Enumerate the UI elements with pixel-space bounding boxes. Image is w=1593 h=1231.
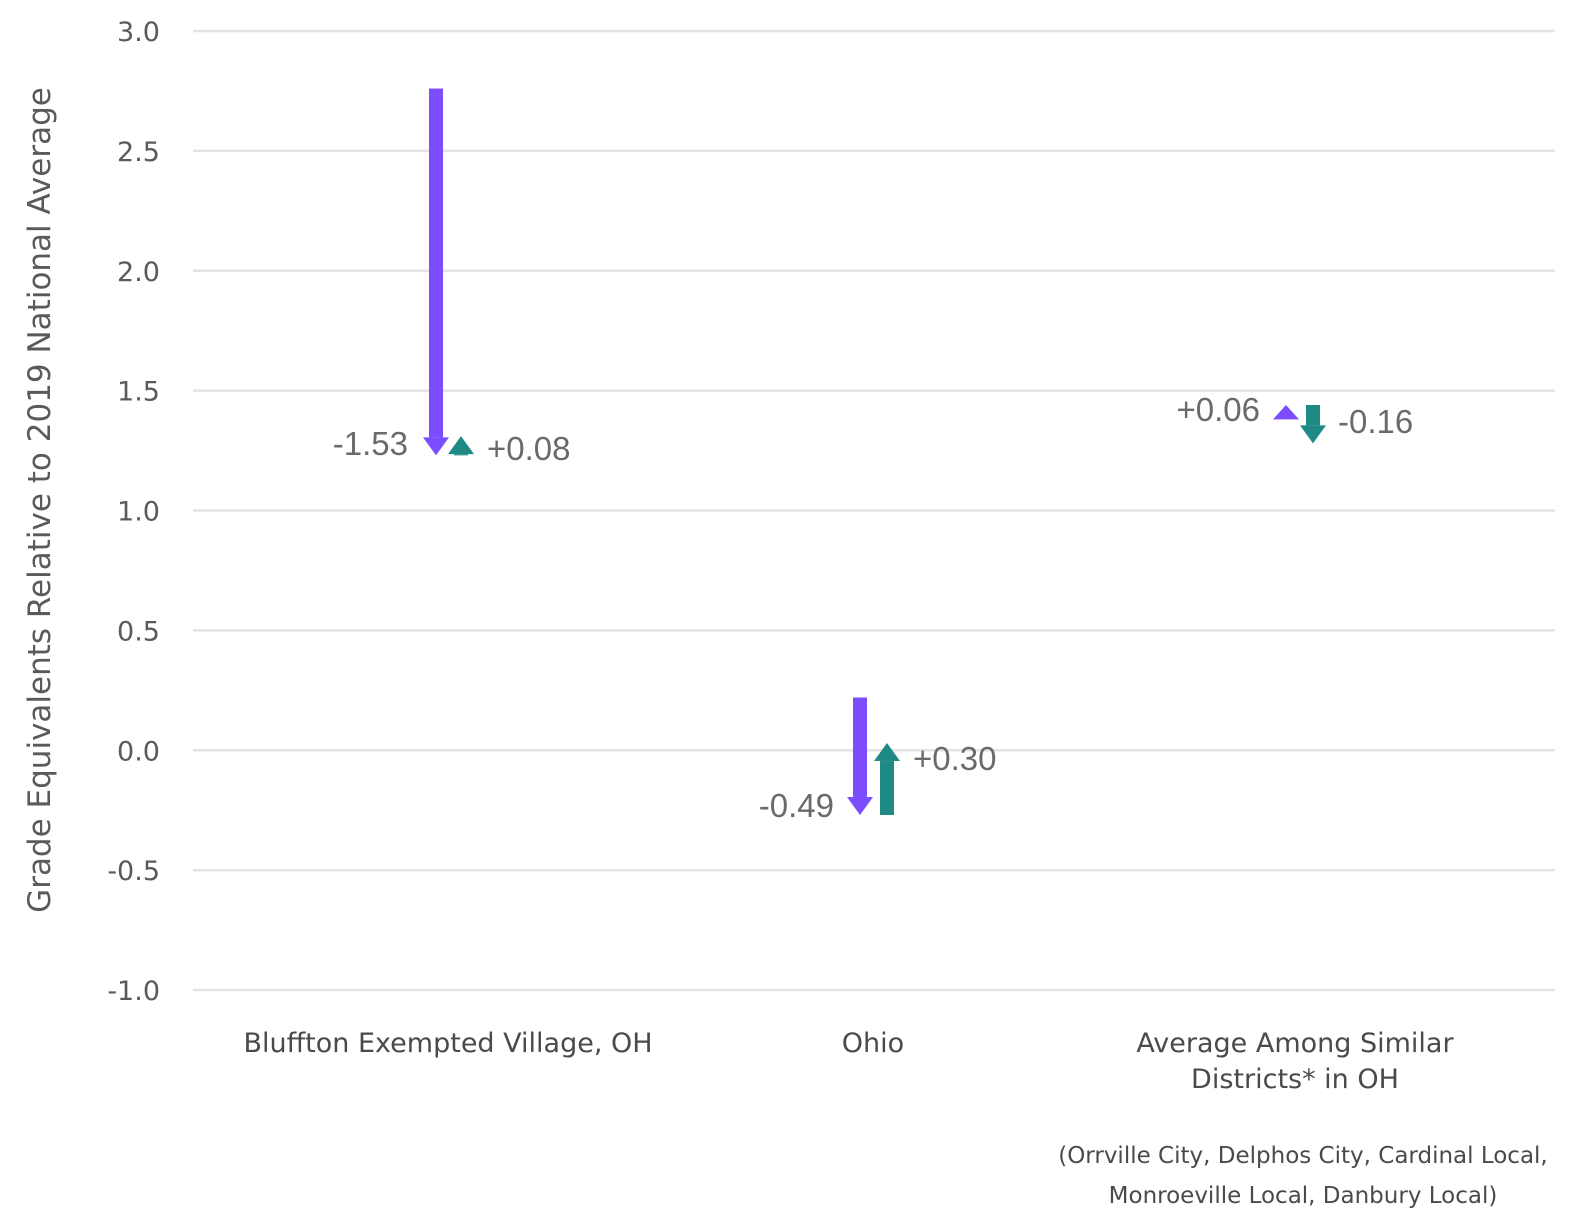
y-axis-ticks: 3.0 2.5 2.0 1.5 1.0 0.5 0.0 -0.5 -1.0 — [107, 17, 160, 1007]
similar-districts-note: (Orrville City, Delphos City, Cardinal L… — [1058, 1143, 1548, 1209]
arrow-shaft — [1306, 405, 1320, 426]
category-label: Ohio — [842, 1028, 904, 1059]
arrow-shaft — [853, 697, 867, 797]
y-tick-label: 1.5 — [117, 377, 160, 408]
change-label: +0.06 — [1177, 391, 1261, 428]
y-tick-label: 0.5 — [117, 616, 160, 647]
down-arrow — [423, 88, 449, 456]
change-label: +0.08 — [487, 430, 571, 467]
category-label: Districts* in OH — [1191, 1064, 1399, 1095]
arrow-head — [1273, 405, 1299, 420]
up-arrow — [1273, 405, 1299, 420]
up-arrow — [448, 436, 474, 456]
arrow-shaft — [429, 88, 443, 438]
y-tick-label: -0.5 — [107, 856, 160, 887]
y-tick-label: 2.5 — [117, 137, 160, 168]
y-tick-label: 1.0 — [117, 497, 160, 528]
down-arrow — [1300, 405, 1326, 444]
y-tick-label: -1.0 — [107, 976, 160, 1007]
change-label: -0.16 — [1338, 403, 1413, 440]
category-label: Bluffton Exempted Village, OH — [243, 1028, 652, 1059]
gridlines — [193, 29, 1555, 992]
note-line: (Orrville City, Delphos City, Cardinal L… — [1058, 1143, 1548, 1169]
up-arrow — [874, 743, 900, 815]
change-labels: -1.53 -0.49 +0.06 +0.08 +0.30 -0.16 — [333, 391, 1413, 824]
arrow-shaft — [880, 761, 894, 815]
arrow-head — [448, 436, 474, 455]
y-axis-label: Grade Equivalents Relative to 2019 Natio… — [22, 87, 58, 913]
change-label: +0.30 — [913, 740, 997, 777]
arrow-head — [423, 437, 449, 456]
arrow-head — [874, 743, 900, 762]
category-label: Average Among Similar — [1136, 1028, 1454, 1059]
arrow-head — [847, 796, 873, 815]
arrow-shaft — [454, 454, 468, 456]
y-tick-label: 2.0 — [117, 257, 160, 288]
y-tick-label: 0.0 — [117, 736, 160, 767]
down-arrow — [847, 697, 873, 815]
change-label: -1.53 — [333, 425, 408, 462]
y-tick-label: 3.0 — [117, 17, 160, 48]
change-arrows — [423, 88, 1326, 815]
note-line: Monroeville Local, Danbury Local) — [1109, 1183, 1498, 1209]
arrow-head — [1300, 425, 1326, 444]
change-label: -0.49 — [759, 787, 834, 824]
x-axis-categories: Bluffton Exempted Village, OH Ohio Average… — [243, 1028, 1454, 1095]
